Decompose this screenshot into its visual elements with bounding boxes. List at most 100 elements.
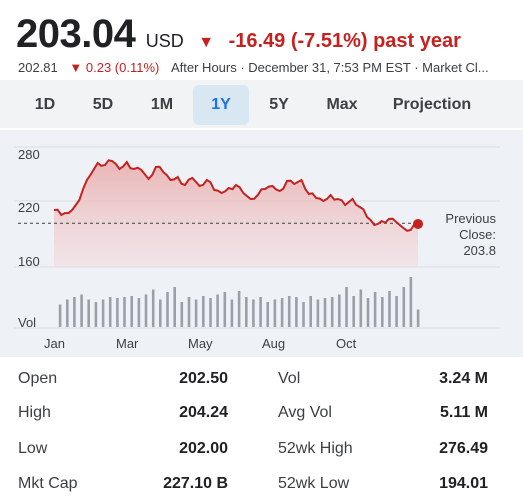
tab-projection[interactable]: Projection (392, 96, 472, 113)
previous-close-value: 203.8 (463, 243, 496, 258)
volume-bar (101, 299, 105, 327)
volume-bar (381, 297, 384, 327)
tab-1m[interactable]: 1M (150, 96, 174, 113)
volume-bar (73, 297, 76, 327)
volume-bar (338, 294, 341, 327)
volume-axis-label: Vol (18, 315, 36, 330)
tab-5y[interactable]: 5Y (269, 96, 289, 113)
volume-bar (87, 299, 90, 327)
volume-bar (66, 299, 69, 327)
stat-label-high: High (18, 404, 51, 421)
volume-bar (151, 289, 155, 327)
volume-bar (209, 298, 212, 327)
tab-5d[interactable]: 5D (92, 96, 114, 113)
tab-1d[interactable]: 1D (34, 96, 56, 113)
volume-bar (359, 289, 363, 327)
volume-bar (395, 296, 398, 327)
volume-bar (309, 296, 312, 327)
stats-row: Open 202.50 Vol 3.24 M (0, 370, 523, 404)
volume-bar (259, 297, 262, 327)
volume-bar (173, 287, 176, 327)
stat-value-open: 202.50 (179, 370, 228, 387)
volume-bar (273, 299, 277, 327)
volume-bars (58, 277, 420, 327)
y-tick-280: 280 (18, 147, 40, 162)
x-tick-may: May (188, 336, 213, 351)
volume-bar (295, 297, 298, 327)
volume-bar (230, 299, 234, 327)
previous-close-label-2: Close: (459, 227, 496, 242)
x-tick-jan: Jan (44, 336, 65, 351)
stat-value-52wk-low: 194.01 (439, 475, 488, 492)
volume-bar (180, 302, 184, 327)
stat-label-mkt-cap: Mkt Cap (18, 475, 78, 492)
volume-bar (345, 287, 348, 327)
stat-value-vol: 3.24 M (439, 370, 488, 387)
stat-value-low: 202.00 (179, 440, 228, 457)
after-hours-down-arrow-icon: ▼ (69, 60, 83, 75)
volume-bar (166, 292, 169, 327)
after-hours-label: After Hours · December 31, 7:53 PM EST ·… (170, 60, 489, 75)
volume-bar (108, 297, 112, 327)
volume-bar (123, 297, 126, 327)
stat-label-vol: Vol (278, 370, 301, 387)
volume-bar (202, 296, 205, 327)
volume-bar (287, 296, 291, 327)
x-tick-oct: Oct (336, 336, 357, 351)
volume-bar (137, 298, 141, 327)
stat-label-low: Low (18, 440, 48, 457)
stat-value-mkt-cap: 227.10 B (163, 475, 228, 492)
after-hours-row: 202.81 ▼ 0.23 (0.11%) After Hours · Dece… (18, 60, 518, 75)
quote-header: 203.04 USD ▼ -16.49 (-7.51%) past year (16, 12, 461, 56)
price-change: -16.49 (-7.51%) past year (228, 30, 461, 52)
stat-value-avg-vol: 5.11 M (439, 404, 488, 421)
volume-bar (409, 277, 413, 327)
volume-bar (302, 302, 305, 327)
stats-row: Low 202.00 52wk High 276.49 (0, 440, 523, 474)
volume-bar (266, 302, 269, 327)
range-tabs: 1D 5D 1M 1Y 5Y Max Projection (0, 80, 523, 128)
volume-bar (223, 292, 227, 327)
x-tick-aug: Aug (262, 336, 285, 351)
volume-bar (159, 299, 162, 327)
volume-bar (58, 304, 62, 327)
volume-bar (366, 298, 370, 327)
stat-value-52wk-high: 276.49 (439, 440, 488, 457)
stat-value-high: 204.24 (179, 404, 228, 421)
stats-row: Mkt Cap 227.10 B 52wk Low 194.01 (0, 475, 523, 498)
volume-bar (402, 287, 406, 327)
volume-bar (373, 292, 377, 327)
tab-1y[interactable]: 1Y (193, 85, 249, 125)
volume-bar (323, 298, 327, 327)
price-line (53, 159, 419, 232)
volume-bar (94, 302, 98, 327)
volume-bar (388, 291, 391, 327)
price-chart[interactable]: 280 220 160 Vol Previous Close: 203.8 Ja… (0, 130, 523, 357)
volume-bar (130, 296, 133, 327)
volume-bar (252, 299, 255, 327)
stat-label-52wk-high: 52wk High (278, 440, 353, 457)
previous-close-label: Previous (445, 211, 496, 226)
volume-bar (245, 297, 248, 327)
stats-row: High 204.24 Avg Vol 5.11 M (0, 404, 523, 438)
price-area (54, 160, 418, 267)
current-price-dot (413, 218, 423, 229)
volume-bar (280, 298, 284, 327)
after-hours-change: 0.23 (0.11%) (85, 60, 160, 75)
x-tick-mar: Mar (116, 336, 139, 351)
y-tick-160: 160 (18, 254, 40, 269)
tab-max[interactable]: Max (326, 96, 358, 113)
stat-label-52wk-low: 52wk Low (278, 475, 350, 492)
volume-bar (330, 297, 334, 327)
volume-bar (194, 299, 198, 327)
volume-bar (237, 291, 241, 327)
volume-bar (144, 294, 148, 327)
down-arrow-icon: ▼ (198, 34, 215, 51)
volume-bar (416, 309, 420, 327)
volume-bar (352, 296, 355, 327)
volume-bar (80, 294, 83, 327)
currency-label: USD (145, 31, 184, 51)
volume-bar (316, 299, 320, 327)
after-hours-price: 202.81 (18, 60, 58, 75)
volume-bar (116, 298, 119, 327)
